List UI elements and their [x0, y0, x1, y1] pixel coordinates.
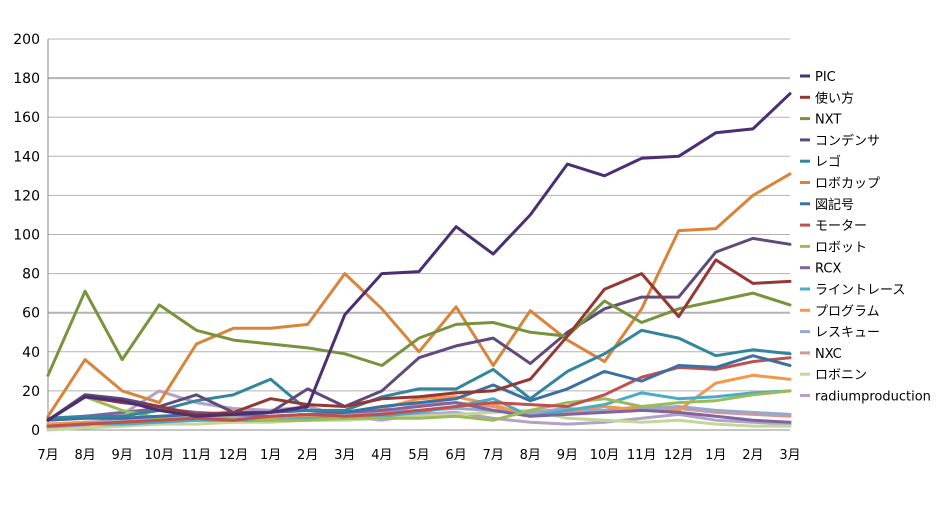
x-tick-label: 2月 [297, 448, 318, 463]
x-tick-label: 12月 [219, 448, 249, 463]
series-line-1 [46, 258, 792, 422]
series-line-0 [46, 92, 792, 422]
x-tick-label: 7月 [37, 448, 58, 463]
x-tick-label: 12月 [664, 448, 694, 463]
legend-item: ロボカップ [800, 177, 880, 192]
legend-label: ロボット [815, 240, 867, 255]
legend-item: プログラム [800, 304, 880, 319]
legend-item: ロボニン [800, 368, 867, 383]
legend-label: モーター [815, 219, 867, 234]
y-tick-label: 100 [13, 228, 40, 244]
series-lines [46, 92, 792, 432]
legend-label: NXC [815, 347, 842, 362]
legend-label: レゴ [815, 154, 841, 170]
x-tick-label: 4月 [371, 448, 392, 463]
y-tick-label: 0 [31, 423, 40, 439]
series-line-3 [46, 236, 792, 422]
x-tick-label: 11月 [182, 448, 212, 463]
legend-label: RCX [815, 262, 841, 277]
x-tick-label: 8月 [520, 448, 541, 463]
y-tick-label: 60 [22, 306, 40, 322]
x-tick-label: 2月 [742, 448, 763, 463]
y-tick-label: 140 [13, 149, 40, 165]
x-tick-label: 7月 [483, 448, 504, 463]
x-tick-label: 11月 [627, 448, 657, 463]
series-line-14 [46, 408, 792, 432]
legend-item: 図記号 [800, 197, 854, 213]
series-line-6 [46, 354, 792, 422]
series-line-4 [46, 328, 792, 420]
legend-item: NXT [800, 113, 841, 128]
legend-label: コンデンサ [815, 133, 880, 149]
x-tick-label: 10月 [590, 448, 620, 463]
legend-label: PIC [815, 70, 836, 85]
legend-item: モーター [800, 219, 867, 234]
x-tick-label: 9月 [112, 448, 133, 463]
y-tick-label: 40 [22, 345, 40, 361]
x-tick-label: 8月 [74, 448, 95, 463]
legend-item: ロボット [800, 240, 867, 255]
legend-item: radiumproduction [800, 390, 931, 405]
x-tick-label: 10月 [145, 448, 175, 463]
x-tick-label: 1月 [705, 448, 726, 463]
legend-item: レゴ [800, 154, 841, 170]
legend-item: NXC [800, 347, 842, 362]
legend-label: radiumproduction [815, 390, 931, 405]
legend-item: レスキュー [800, 326, 880, 341]
legend-item: 使い方 [800, 90, 854, 106]
legend-item: コンデンサ [800, 133, 880, 149]
y-tick-label: 180 [13, 71, 40, 87]
x-tick-label: 6月 [445, 448, 466, 463]
legend-label: 図記号 [815, 197, 854, 213]
y-tick-label: 160 [13, 110, 40, 126]
legend-item: ライントレース [800, 283, 905, 298]
series-line-2 [46, 289, 792, 377]
legend-label: NXT [815, 113, 841, 128]
legend-label: プログラム [815, 304, 880, 319]
legend-label: ロボカップ [815, 177, 880, 192]
y-tick-label: 80 [22, 267, 40, 283]
x-tick-label: 3月 [334, 448, 355, 463]
y-tick-label: 20 [22, 384, 40, 400]
axes: 0 20 40 60 80 100 120 140 160 180 200 7月 8月 9月 10月 11月 1… [13, 32, 800, 463]
series-line-10 [46, 389, 792, 428]
legend-label: 使い方 [815, 90, 854, 106]
legend-label: ライントレース [815, 283, 905, 298]
x-tick-label: 1月 [260, 448, 281, 463]
series-line-5 [46, 172, 792, 418]
y-tick-label: 200 [13, 32, 40, 48]
series-line-15 [46, 389, 792, 430]
x-tick-label: 3月 [779, 448, 800, 463]
legend-item: PIC [800, 70, 836, 85]
legend-label: ロボニン [815, 368, 867, 383]
x-tick-label: 9月 [557, 448, 578, 463]
legend-label: レスキュー [815, 326, 880, 341]
y-tick-label: 120 [13, 188, 40, 204]
legend-item: RCX [800, 262, 841, 277]
x-tick-label: 5月 [408, 448, 429, 463]
